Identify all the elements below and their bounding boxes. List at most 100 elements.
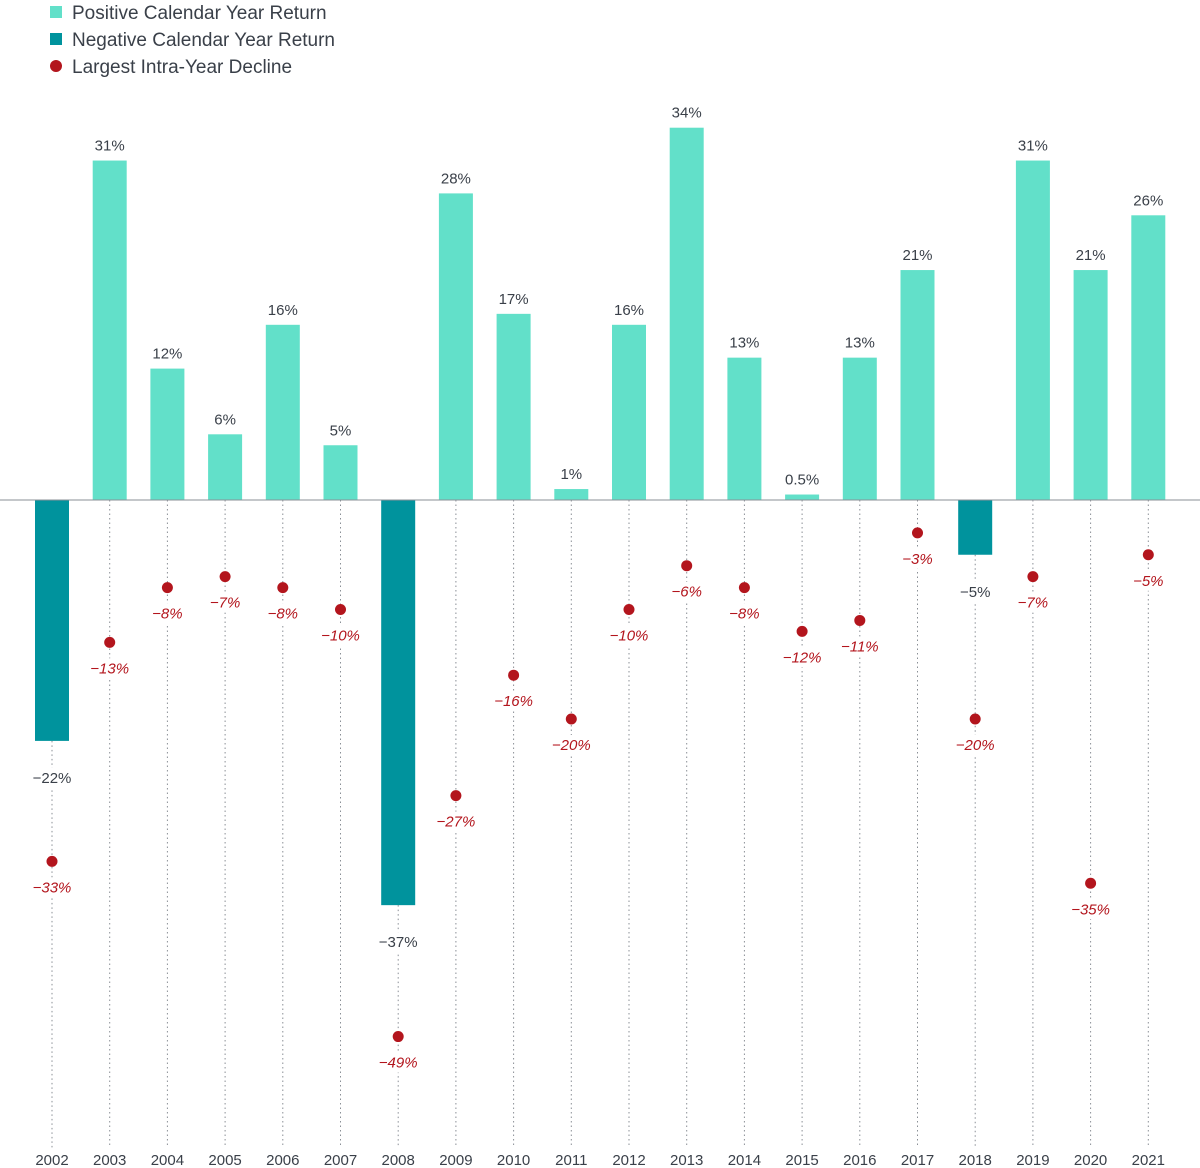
decline-dot-2014 xyxy=(738,582,750,594)
year-label-2011: 2011 xyxy=(555,1152,587,1168)
decline-label-2008: −49% xyxy=(379,1055,418,1072)
bar-label-2014: 13% xyxy=(729,335,759,352)
decline-label-2003: −13% xyxy=(90,660,129,677)
year-label-2006: 2006 xyxy=(266,1152,299,1168)
bar-label-2011: 1% xyxy=(560,466,582,483)
year-label-2004: 2004 xyxy=(151,1152,184,1168)
bar-2018 xyxy=(958,500,993,555)
bar-2005 xyxy=(208,434,243,500)
decline-dot-2015 xyxy=(796,625,808,637)
decline-label-bg-2020 xyxy=(1066,899,1115,920)
year-label-2005: 2005 xyxy=(208,1152,241,1168)
bar-label-2018: −5% xyxy=(960,584,990,601)
decline-label-bg-2002 xyxy=(28,877,76,898)
year-label-2012: 2012 xyxy=(612,1152,645,1168)
bar-2008 xyxy=(381,500,416,906)
year-label-2020: 2020 xyxy=(1074,1152,1107,1168)
bar-label-2012: 16% xyxy=(614,302,644,319)
decline-label-bg-2010 xyxy=(489,691,538,712)
decline-label-bg-2005 xyxy=(201,592,250,613)
decline-label-2002: −33% xyxy=(33,879,72,896)
bar-label-2015: 0.5% xyxy=(785,472,819,489)
decline-label-bg-2008 xyxy=(374,1052,423,1073)
legend-swatch-1 xyxy=(50,33,62,45)
legend-label-1: Negative Calendar Year Return xyxy=(72,30,335,51)
bar-2014 xyxy=(727,357,762,500)
decline-label-bg-2006 xyxy=(258,603,307,624)
decline-dot-2002 xyxy=(46,855,58,867)
decline-label-2016: −11% xyxy=(841,638,879,655)
bar-label-2009: 28% xyxy=(441,170,471,187)
decline-label-bg-2004 xyxy=(143,603,192,624)
legend-swatch-0 xyxy=(50,6,62,18)
year-label-2018: 2018 xyxy=(959,1152,992,1168)
bar-2015 xyxy=(785,494,820,500)
decline-label-bg-2018 xyxy=(951,735,1000,755)
decline-label-2006: −8% xyxy=(268,606,298,623)
decline-labels: −33% −13% −8% −7% −8% −10% −49% −27% −16% −20% −10… xyxy=(28,548,1173,1073)
bar-2009 xyxy=(438,193,473,500)
decline-label-bg-2017 xyxy=(893,548,942,569)
decline-dot-2005 xyxy=(219,571,231,583)
decline-dot-2008 xyxy=(392,1031,404,1043)
decline-label-bg-2012 xyxy=(605,625,653,646)
bar-2021 xyxy=(1131,215,1166,501)
bar-2004 xyxy=(150,368,185,500)
bar-label-2002: −22% xyxy=(33,770,72,787)
year-label-2021: 2021 xyxy=(1132,1152,1165,1168)
decline-dot-2013 xyxy=(681,560,693,572)
bar-2002 xyxy=(35,500,69,741)
decline-label-2009: −27% xyxy=(437,814,476,831)
year-label-2017: 2017 xyxy=(901,1152,934,1168)
bar-label-2003: 31% xyxy=(95,138,125,155)
decline-label-bg-2013 xyxy=(662,581,711,602)
decline-label-bg-2015 xyxy=(778,647,827,668)
decline-label-2015: −12% xyxy=(783,649,822,666)
decline-dot-2006 xyxy=(277,582,289,594)
year-label-2015: 2015 xyxy=(785,1152,818,1168)
decline-dot-2011 xyxy=(565,713,577,725)
legend-dot-2 xyxy=(50,60,62,72)
decline-label-2014: −8% xyxy=(729,606,759,623)
decline-dot-2007 xyxy=(335,604,346,615)
decline-dot-2016 xyxy=(854,614,866,626)
year-label-2016: 2016 xyxy=(843,1152,876,1168)
bar-label-2008: −37% xyxy=(379,934,418,951)
bar-2017 xyxy=(900,270,935,500)
year-label-2008: 2008 xyxy=(382,1152,415,1168)
bar-label-2013: 34% xyxy=(672,105,702,122)
decline-label-2020: −35% xyxy=(1071,901,1110,918)
bar-2013 xyxy=(669,127,704,500)
year-label-2013: 2013 xyxy=(670,1152,703,1168)
bar-2020 xyxy=(1073,270,1108,500)
bar-2011 xyxy=(554,489,589,500)
legend-label-0: Positive Calendar Year Return xyxy=(72,3,327,24)
decline-dot-2018 xyxy=(969,713,981,725)
bar-label-2006: 16% xyxy=(268,302,298,319)
decline-label-2021: −5% xyxy=(1133,573,1163,590)
bar-2003 xyxy=(92,160,127,501)
year-label-2019: 2019 xyxy=(1016,1152,1049,1168)
bar-label-bg-2008 xyxy=(376,932,421,953)
year-label-2010: 2010 xyxy=(497,1152,530,1168)
legend-label-2: Largest Intra-Year Decline xyxy=(72,57,292,78)
decline-label-bg-2003 xyxy=(85,658,134,679)
bar-label-2010: 17% xyxy=(499,291,529,308)
decline-label-bg-2021 xyxy=(1124,570,1173,591)
decline-label-2013: −6% xyxy=(671,584,701,601)
bar-label-2017: 21% xyxy=(902,247,932,264)
decline-dot-2021 xyxy=(1142,549,1154,561)
decline-label-bg-2007 xyxy=(316,625,365,646)
bar-2007 xyxy=(323,445,358,500)
decline-label-bg-2014 xyxy=(720,603,769,624)
decline-label-2019: −7% xyxy=(1018,595,1048,612)
bars xyxy=(35,127,1166,906)
bar-2006 xyxy=(265,324,300,500)
bar-label-2007: 5% xyxy=(330,422,352,439)
decline-dots xyxy=(46,527,1154,1043)
decline-label-2012: −10% xyxy=(610,628,649,645)
year-label-2009: 2009 xyxy=(439,1152,472,1168)
year-label-2002: 2002 xyxy=(35,1152,68,1168)
decline-label-bg-2016 xyxy=(835,636,884,657)
